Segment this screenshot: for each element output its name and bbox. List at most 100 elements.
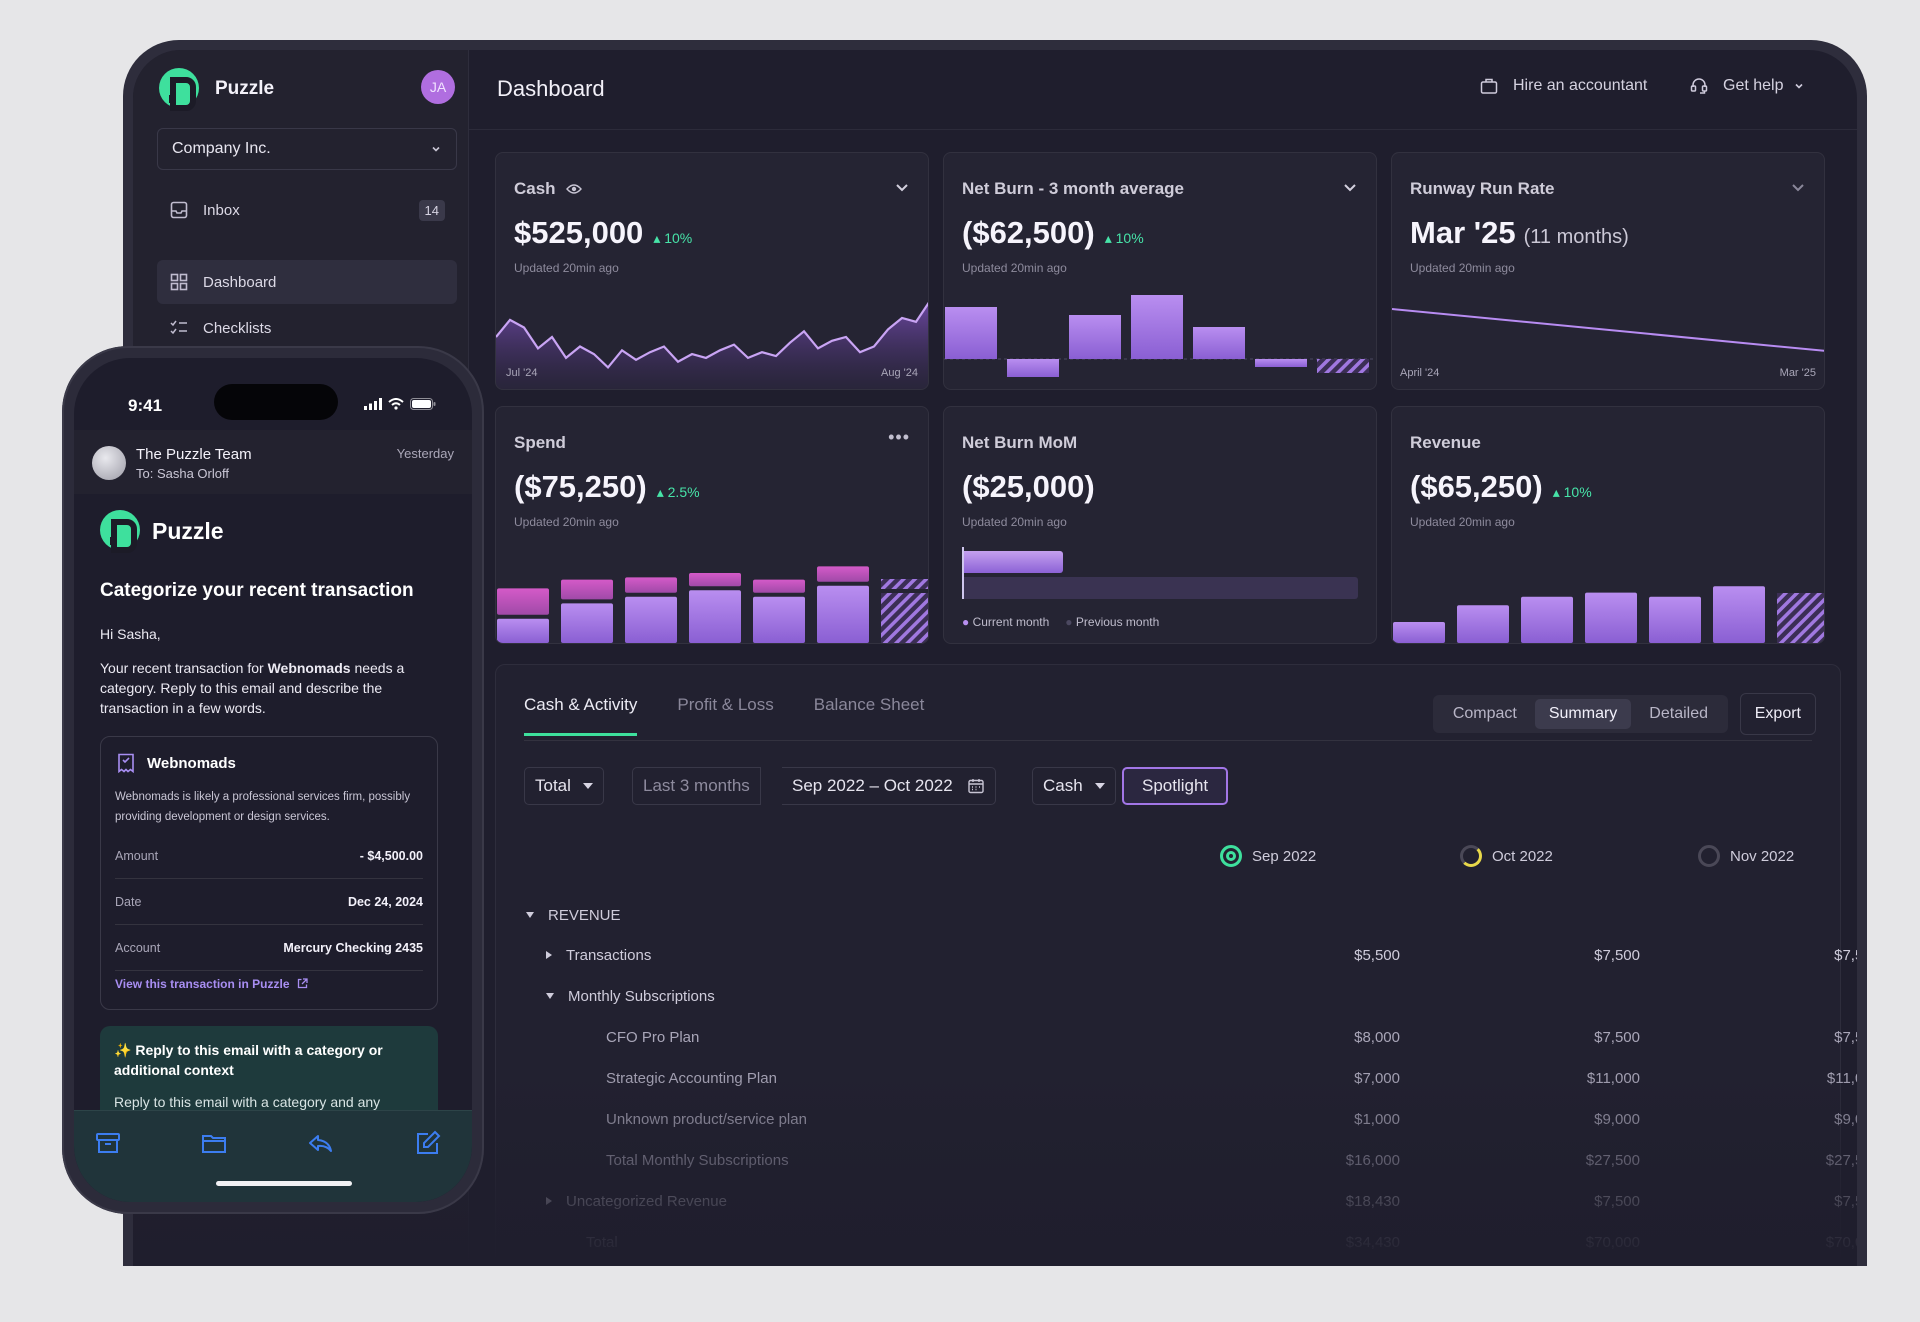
- cell-value: $7,500: [1834, 1192, 1857, 1210]
- view-detailed[interactable]: Detailed: [1649, 705, 1708, 722]
- progress-ring-icon: [1698, 845, 1720, 867]
- date-range-picker[interactable]: Sep 2022 – Oct 2022: [782, 767, 996, 805]
- chevron-down-icon[interactable]: [894, 179, 910, 195]
- table-row[interactable]: Total $34,430 $70,000 $70,000: [496, 1222, 1857, 1262]
- receipt-icon: [118, 753, 134, 773]
- chevron-down-icon[interactable]: [1342, 179, 1358, 195]
- cell-value: $7,500: [1594, 1028, 1640, 1046]
- column-nov-2022[interactable]: Nov 2022: [1698, 845, 1794, 867]
- signal-icon: [364, 398, 382, 410]
- eye-icon[interactable]: [565, 183, 582, 195]
- email-header: The Puzzle Team To: Sasha Orloff Yesterd…: [74, 430, 472, 494]
- x-axis-end-label: Mar '25: [1779, 367, 1816, 379]
- net-burn-bar-chart: [944, 295, 1376, 377]
- column-oct-2022[interactable]: Oct 2022: [1460, 845, 1553, 867]
- column-sep-2022[interactable]: Sep 2022: [1220, 845, 1316, 867]
- basis-dropdown[interactable]: Cash: [1032, 767, 1116, 805]
- company-selector[interactable]: Company Inc.: [157, 128, 457, 170]
- hire-accountant-label: Hire an accountant: [1513, 77, 1648, 94]
- headset-icon: [1690, 78, 1708, 94]
- brand-name: Puzzle: [215, 78, 275, 99]
- cell-value: $70,000: [1825, 1233, 1857, 1251]
- cell-value: $11,000: [1826, 1069, 1857, 1087]
- x-axis-end-label: Aug '24: [881, 367, 918, 379]
- spend-upper-bar-1: [497, 588, 549, 615]
- export-button[interactable]: Export: [1739, 693, 1816, 735]
- view-summary[interactable]: Summary: [1534, 699, 1632, 729]
- cash-card[interactable]: Cash $525,000 ▴ 10% Updated 20min ago Jul…: [495, 152, 929, 390]
- spend-card[interactable]: Spend ••• ($75,250) ▴ 2.5% Updated 20min …: [495, 406, 929, 644]
- avatar[interactable]: JA: [421, 70, 455, 104]
- bar-2: [1007, 359, 1059, 377]
- home-indicator[interactable]: [216, 1181, 352, 1186]
- net-burn-mom-card[interactable]: Net Burn MoM ($25,000) Updated 20min ago…: [943, 406, 1377, 644]
- cell-value: $9,000: [1594, 1110, 1640, 1128]
- transaction-card: Webnomads Webnomads is likely a professi…: [100, 736, 438, 1010]
- previous-month-bar: [964, 577, 1358, 599]
- inbox-icon: [169, 200, 189, 220]
- tab-cash-activity[interactable]: Cash & Activity: [524, 695, 638, 736]
- reply-icon[interactable]: [306, 1129, 334, 1157]
- table-row[interactable]: Monthly Subscriptions: [496, 976, 1840, 1016]
- compose-icon[interactable]: [414, 1129, 442, 1157]
- table-row[interactable]: CFO Pro Plan $8,000 $7,500 $7,500: [496, 1017, 1857, 1057]
- date-row: Date Dec 24, 2024: [115, 879, 423, 925]
- runway-card[interactable]: Runway Run Rate Mar '25 (11 months) Updat…: [1391, 152, 1825, 390]
- delta-badge: ▴ 10%: [653, 230, 693, 246]
- cell-value: $27,500: [1825, 1151, 1857, 1169]
- folder-icon[interactable]: [200, 1129, 228, 1157]
- sidebar-item-label: Checklists: [203, 319, 272, 337]
- sender-name: The Puzzle Team: [136, 446, 252, 463]
- card-title: Cash: [514, 179, 556, 198]
- status-icons: [364, 398, 436, 410]
- table-row[interactable]: Strategic Accounting Plan $7,000 $11,000 $1…: [496, 1058, 1857, 1098]
- row-label: Transactions: [546, 947, 651, 964]
- view-compact[interactable]: Compact: [1452, 705, 1517, 722]
- card-value-sub: (11 months): [1523, 226, 1629, 248]
- sidebar-item-checklists[interactable]: Checklists: [157, 306, 457, 350]
- phone-frame: 9:41 The Puzzle Team To: Sasha Orloff Ye…: [62, 346, 484, 1214]
- cash-series-line: [496, 301, 928, 370]
- delta-value: 2.5%: [667, 484, 700, 500]
- card-value: Mar '25: [1410, 215, 1516, 250]
- revenue-card[interactable]: Revenue ($65,250) ▴ 10% Updated 20min ago: [1391, 406, 1825, 644]
- tab-profit-loss[interactable]: Profit & Loss: [677, 695, 774, 714]
- card-value: ($25,000): [962, 469, 1095, 504]
- recipient[interactable]: To: Sasha Orloff: [136, 466, 229, 481]
- table-row[interactable]: Unknown product/service plan $1,000 $9,000…: [496, 1099, 1857, 1139]
- collapse-caret-icon: [546, 993, 554, 999]
- hire-accountant-button[interactable]: Hire an accountant: [1479, 76, 1647, 96]
- range-preset[interactable]: Last 3 months: [632, 767, 761, 805]
- table-row[interactable]: Transactions $5,500 $7,500 $7,500: [496, 935, 1857, 975]
- spend-upper-bar-3: [625, 577, 677, 593]
- runway-line-chart: [1392, 308, 1824, 352]
- tab-balance-sheet[interactable]: Balance Sheet: [813, 695, 925, 714]
- chevron-down-icon[interactable]: [1790, 179, 1806, 195]
- total-dropdown[interactable]: Total: [524, 767, 604, 805]
- net-burn-average-card[interactable]: Net Burn - 3 month average ($62,500) ▴ 10…: [943, 152, 1377, 390]
- dashboard-icon: [169, 272, 189, 292]
- sidebar-item-dashboard[interactable]: Dashboard: [157, 260, 457, 304]
- card-title: Spend: [514, 433, 566, 452]
- vendor-description: Webnomads is likely a professional servi…: [115, 791, 411, 823]
- caret-down-icon: [582, 783, 593, 789]
- spend-upper-bar-5: [753, 579, 805, 593]
- sender-avatar: [92, 446, 126, 480]
- table-row[interactable]: Total Monthly Subscriptions $16,000 $27,50…: [496, 1140, 1857, 1180]
- tab-divider: [524, 740, 1812, 741]
- revenue-bar-2: [1457, 605, 1509, 643]
- date-range-value: Sep 2022 – Oct 2022: [792, 776, 953, 795]
- phone-screen: 9:41 The Puzzle Team To: Sasha Orloff Ye…: [74, 358, 472, 1202]
- spotlight-button[interactable]: Spotlight: [1122, 767, 1229, 805]
- more-options-icon[interactable]: •••: [888, 427, 910, 447]
- revenue-bar-5: [1649, 596, 1701, 643]
- get-help-button[interactable]: Get help: [1689, 76, 1805, 96]
- view-transaction-link[interactable]: View this transaction in Puzzle: [115, 977, 308, 991]
- puzzle-logo-icon: [100, 510, 140, 553]
- table-row[interactable]: Uncategorized Revenue $18,430 $7,500 $7,500: [496, 1181, 1857, 1221]
- sidebar-item-inbox[interactable]: Inbox 14: [157, 188, 457, 232]
- wifi-icon: [388, 398, 404, 410]
- section-row-revenue[interactable]: REVENUE: [496, 895, 1840, 935]
- archive-icon[interactable]: [94, 1129, 122, 1157]
- delta-badge: ▴ 10%: [1104, 230, 1144, 246]
